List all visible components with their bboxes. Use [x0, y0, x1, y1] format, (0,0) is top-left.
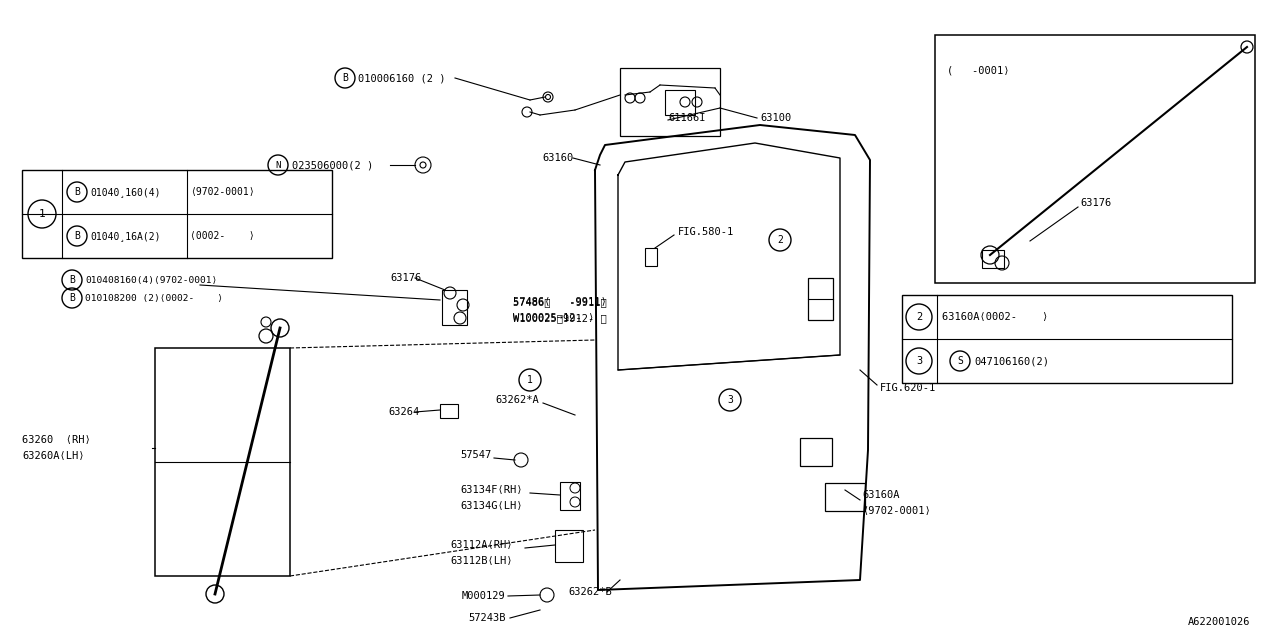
Text: FIG.620-1: FIG.620-1 — [881, 383, 936, 393]
Text: ⟨9702-0001⟩: ⟨9702-0001⟩ — [861, 506, 931, 516]
Text: 1: 1 — [527, 375, 532, 385]
Text: 63134G⟨LH⟩: 63134G⟨LH⟩ — [460, 501, 522, 511]
Text: FIG.580-1: FIG.580-1 — [678, 227, 735, 237]
Text: 63112B⟨LH⟩: 63112B⟨LH⟩ — [451, 556, 512, 566]
Bar — [155, 348, 291, 576]
Text: 63260A⟨LH⟩: 63260A⟨LH⟩ — [22, 451, 84, 461]
Bar — [934, 35, 1254, 283]
Text: 63160A⟨0002-    ⟩: 63160A⟨0002- ⟩ — [942, 312, 1048, 322]
Bar — [556, 530, 582, 562]
Text: A622001026: A622001026 — [1188, 617, 1251, 627]
Text: B: B — [69, 275, 76, 285]
Text: 57547: 57547 — [460, 450, 492, 460]
Text: 63160A: 63160A — [861, 490, 900, 500]
Text: B: B — [342, 73, 348, 83]
Text: 3: 3 — [916, 356, 922, 366]
Bar — [440, 404, 458, 418]
Text: 63160: 63160 — [541, 153, 573, 163]
Bar — [982, 250, 1004, 268]
Text: 2: 2 — [916, 312, 922, 322]
Text: 63134F⟨RH⟩: 63134F⟨RH⟩ — [460, 485, 522, 495]
Text: 023506000(2 ): 023506000(2 ) — [292, 160, 374, 170]
Text: 57486⟨   -9911⟩: 57486⟨ -9911⟩ — [513, 297, 607, 307]
Text: 63264: 63264 — [388, 407, 420, 417]
Bar — [808, 278, 833, 320]
Text: 57243B: 57243B — [468, 613, 506, 623]
Bar — [22, 170, 332, 258]
Text: 61166I: 61166I — [668, 113, 705, 123]
Text: W100025〈9912- 〉: W100025〈9912- 〉 — [513, 313, 607, 323]
Text: 63100: 63100 — [760, 113, 791, 123]
Bar — [561, 482, 580, 510]
Bar — [442, 290, 467, 325]
Text: 010408160(4)⟨9702-0001⟩: 010408160(4)⟨9702-0001⟩ — [84, 275, 218, 285]
Text: ⟨9702-0001⟩: ⟨9702-0001⟩ — [189, 187, 255, 197]
Text: W100025➙12- ⟩: W100025➙12- ⟩ — [513, 313, 594, 323]
Text: 01040¸16A(2): 01040¸16A(2) — [90, 231, 160, 241]
Text: 63176: 63176 — [390, 273, 421, 283]
Text: 010108200 (2)⟨0002-    ⟩: 010108200 (2)⟨0002- ⟩ — [84, 294, 223, 303]
Bar — [666, 90, 695, 115]
Bar — [645, 248, 657, 266]
Text: M000129: M000129 — [462, 591, 506, 601]
Text: ⟨0002-    ⟩: ⟨0002- ⟩ — [189, 231, 255, 241]
Text: 63176: 63176 — [1080, 198, 1111, 208]
Text: B: B — [69, 293, 76, 303]
Text: 1: 1 — [38, 209, 45, 219]
Text: 3: 3 — [727, 395, 733, 405]
Text: 57486〈   -9911〉: 57486〈 -9911〉 — [513, 297, 607, 307]
Text: B: B — [74, 187, 79, 197]
Text: 63262*B: 63262*B — [568, 587, 612, 597]
Text: S: S — [957, 356, 963, 366]
Text: N: N — [275, 161, 280, 170]
Bar — [826, 483, 865, 511]
Text: 047106160(2): 047106160(2) — [974, 356, 1050, 366]
Text: 010006160 (2 ): 010006160 (2 ) — [358, 73, 445, 83]
Bar — [800, 438, 832, 466]
Text: 63112A⟨RH⟩: 63112A⟨RH⟩ — [451, 540, 512, 550]
Bar — [620, 68, 721, 136]
Text: 63262*A: 63262*A — [495, 395, 539, 405]
Text: B: B — [74, 231, 79, 241]
Text: 01040¸160(4): 01040¸160(4) — [90, 187, 160, 197]
Text: 2: 2 — [777, 235, 783, 245]
Text: 63260  ⟨RH⟩: 63260 ⟨RH⟩ — [22, 435, 91, 445]
Text: (   -0001⟩: ( -0001⟩ — [947, 65, 1010, 75]
Bar — [902, 295, 1231, 383]
